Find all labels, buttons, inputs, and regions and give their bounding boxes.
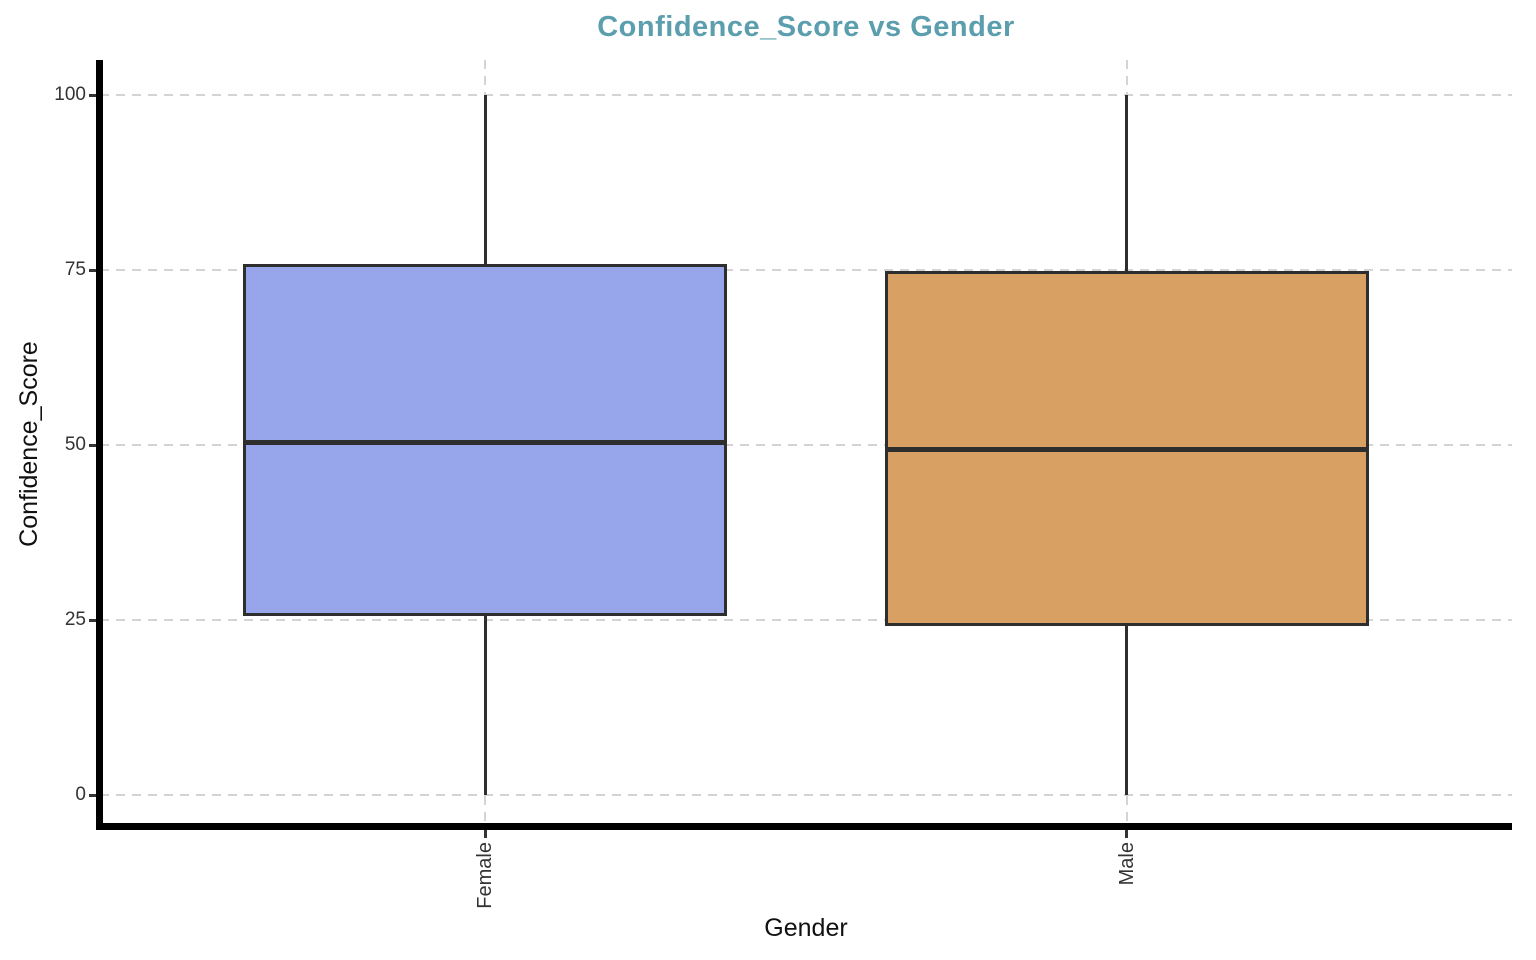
- y-axis-title: Confidence_Score: [15, 341, 43, 547]
- median-female: [244, 439, 726, 445]
- y-axis-line: [96, 60, 103, 830]
- y-tick-50: [89, 443, 96, 447]
- y-tick-75: [89, 268, 96, 272]
- x-axis-line: [96, 823, 1512, 830]
- chart-title: Confidence_Score vs Gender: [597, 11, 1015, 43]
- y-tick-25: [89, 618, 96, 622]
- y-tick-label-25: 25: [64, 609, 86, 630]
- gridline-h-25: [100, 619, 1512, 621]
- median-male: [886, 447, 1368, 453]
- gridline-h-0: [100, 794, 1512, 796]
- x-tick-female: [483, 830, 487, 838]
- y-tick-label-75: 75: [64, 259, 86, 280]
- x-tick-male: [1125, 830, 1129, 838]
- y-tick-label-50: 50: [64, 434, 86, 455]
- gridline-h-75: [100, 269, 1512, 271]
- y-tick-0: [89, 793, 96, 797]
- y-tick-label-0: 0: [75, 784, 86, 805]
- gridline-h-100: [100, 94, 1512, 96]
- gridline-h-50: [100, 444, 1512, 446]
- x-axis-title: Gender: [764, 914, 848, 942]
- y-tick-label-100: 100: [54, 84, 86, 105]
- y-tick-100: [89, 93, 96, 97]
